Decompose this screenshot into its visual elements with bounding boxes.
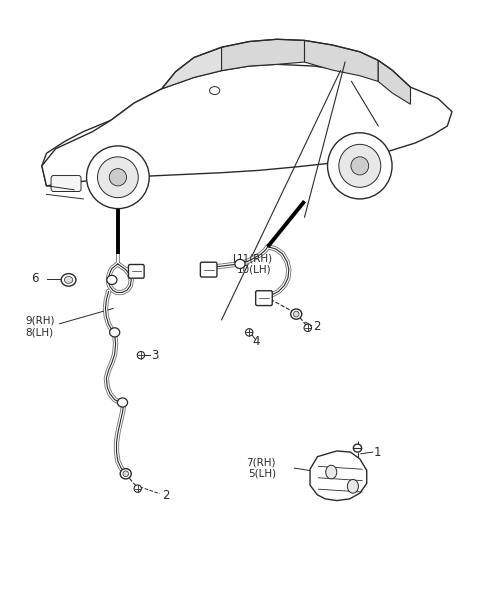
Text: 9(RH): 9(RH)	[26, 316, 55, 326]
Text: 11(RH): 11(RH)	[237, 253, 273, 263]
Text: 8(LH): 8(LH)	[26, 327, 54, 337]
Ellipse shape	[137, 352, 144, 359]
Polygon shape	[42, 64, 452, 186]
Ellipse shape	[120, 469, 131, 479]
Ellipse shape	[351, 157, 369, 175]
Ellipse shape	[107, 276, 117, 285]
Ellipse shape	[235, 260, 245, 268]
Ellipse shape	[210, 87, 220, 94]
Text: 7(RH): 7(RH)	[246, 457, 276, 467]
Ellipse shape	[109, 169, 127, 186]
Ellipse shape	[109, 328, 120, 337]
Polygon shape	[222, 39, 304, 71]
Ellipse shape	[134, 485, 142, 492]
Text: 10(LH): 10(LH)	[237, 265, 271, 274]
Ellipse shape	[64, 276, 73, 283]
Text: 2: 2	[313, 320, 320, 333]
Text: 4: 4	[252, 335, 260, 348]
Text: 3: 3	[152, 349, 159, 362]
FancyBboxPatch shape	[200, 262, 217, 277]
Text: 6: 6	[31, 272, 38, 285]
Ellipse shape	[291, 309, 302, 319]
Text: 2: 2	[163, 489, 170, 502]
Ellipse shape	[339, 144, 381, 187]
Polygon shape	[162, 48, 222, 89]
Ellipse shape	[327, 133, 392, 199]
Text: 5(LH): 5(LH)	[248, 469, 276, 479]
Ellipse shape	[304, 324, 312, 331]
Text: 1: 1	[373, 446, 381, 459]
Circle shape	[326, 465, 337, 479]
Circle shape	[348, 479, 359, 493]
Ellipse shape	[246, 328, 253, 336]
Ellipse shape	[61, 274, 76, 286]
Ellipse shape	[97, 157, 138, 198]
Ellipse shape	[353, 444, 361, 452]
FancyBboxPatch shape	[129, 264, 144, 278]
Polygon shape	[310, 451, 367, 501]
Ellipse shape	[293, 311, 299, 317]
FancyBboxPatch shape	[256, 290, 272, 305]
Polygon shape	[304, 40, 378, 81]
Ellipse shape	[123, 471, 129, 476]
Ellipse shape	[86, 146, 149, 208]
Ellipse shape	[118, 398, 128, 407]
Polygon shape	[42, 71, 222, 186]
FancyBboxPatch shape	[51, 176, 81, 191]
Polygon shape	[378, 61, 410, 105]
